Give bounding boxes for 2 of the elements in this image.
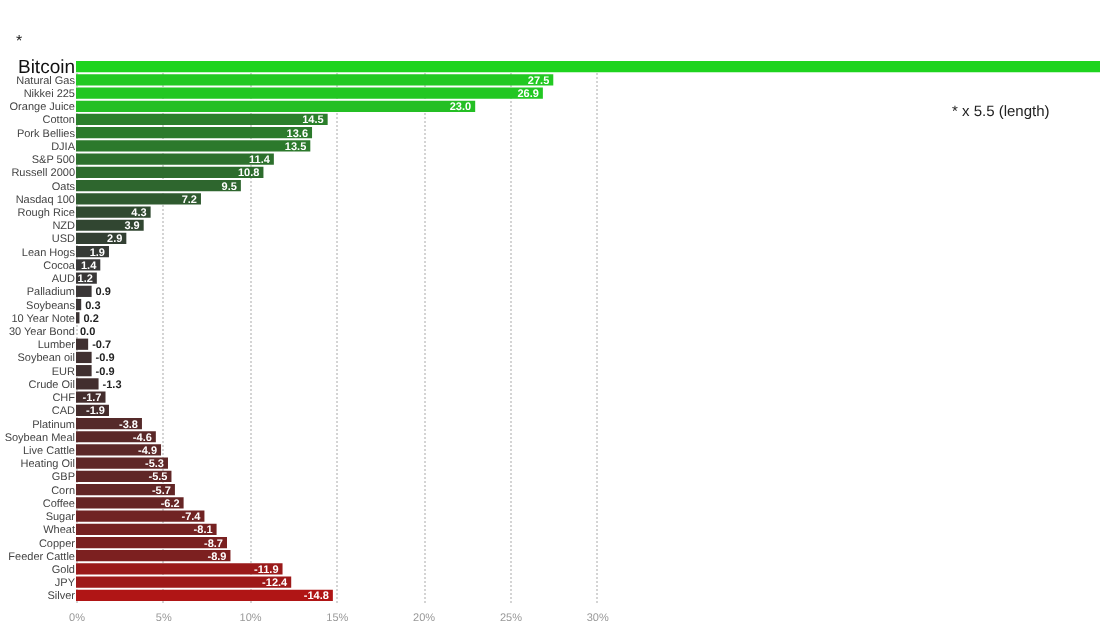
text: * <box>16 32 23 50</box>
bar <box>76 589 333 602</box>
